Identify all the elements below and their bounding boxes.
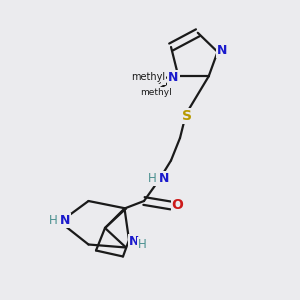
Text: N: N	[159, 172, 169, 185]
Text: methyl: methyl	[136, 76, 165, 85]
Text: methyl: methyl	[140, 88, 172, 97]
Text: H: H	[148, 172, 157, 185]
Text: methyl: methyl	[131, 71, 166, 82]
Text: N: N	[129, 235, 140, 248]
Text: H: H	[49, 214, 58, 227]
Text: H: H	[138, 238, 147, 251]
Text: N: N	[60, 214, 70, 227]
Text: N: N	[217, 44, 227, 57]
Text: O: O	[172, 198, 184, 212]
Text: S: S	[182, 109, 192, 123]
Text: N: N	[168, 71, 179, 84]
